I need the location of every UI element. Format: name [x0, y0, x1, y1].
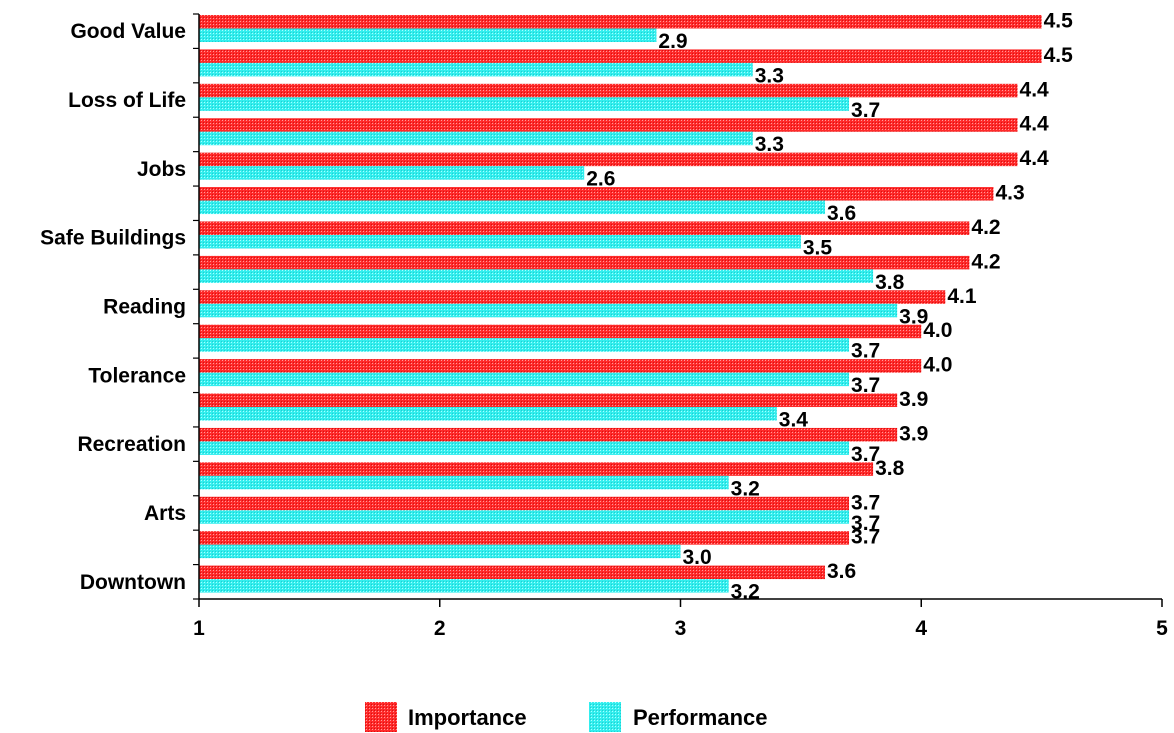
value-labels-layer: 4.5 2.9 4.5 3.3 4.4 3.7 4.4 3.3 4.4 2.6 4.3 3.6 4.2 3… [586, 10, 1073, 604]
importance-value-label-0: 4.5 [1044, 10, 1074, 33]
performance-value-label-1: 3.3 [755, 64, 784, 87]
importance-bar-4 [199, 152, 1018, 167]
importance-bar-7 [199, 255, 970, 270]
importance-value-label-16: 3.6 [827, 560, 856, 583]
importance-value-label-10: 4.0 [923, 354, 952, 377]
importance-value-label-11: 3.9 [899, 388, 928, 411]
performance-value-label-8: 3.9 [899, 305, 928, 328]
importance-value-label-6: 4.2 [971, 216, 1000, 239]
performance-bar-10 [199, 372, 850, 387]
performance-bar-9 [199, 338, 850, 352]
importance-bar-8 [199, 290, 946, 304]
performance-bar-3 [199, 131, 753, 146]
category-label-8: Reading [103, 296, 186, 319]
performance-value-label-4: 2.6 [586, 168, 615, 191]
importance-value-label-3: 4.4 [1020, 113, 1050, 136]
performance-value-label-7: 3.8 [875, 271, 905, 294]
category-label-16: Downtown [80, 571, 186, 594]
category-label-12: Recreation [77, 433, 186, 456]
importance-value-label-4: 4.4 [1020, 147, 1050, 170]
importance-bar-16 [199, 565, 825, 580]
performance-value-label-5: 3.6 [827, 202, 856, 225]
importance-bar-5 [199, 187, 994, 201]
performance-value-label-10: 3.7 [851, 374, 880, 397]
performance-value-label-12: 3.7 [851, 443, 880, 466]
importance-value-label-1: 4.5 [1044, 44, 1074, 67]
importance-bar-15 [199, 531, 850, 545]
axes-layer: Good Value Loss of Life Jobs Safe Buildings… [40, 13, 1168, 640]
importance-bar-2 [199, 83, 1018, 98]
bars-layer [199, 15, 1042, 593]
importance-bar-12 [199, 427, 898, 442]
importance-value-label-9: 4.0 [923, 319, 952, 342]
importance-value-label-2: 4.4 [1020, 78, 1050, 101]
category-label-4: Jobs [137, 158, 186, 181]
importance-legend-label: Importance [408, 705, 527, 730]
x-tick-label-4: 5 [1156, 617, 1168, 640]
performance-legend-swatch [589, 702, 621, 732]
performance-bar-5 [199, 200, 825, 215]
performance-value-label-3: 3.3 [755, 133, 784, 156]
performance-value-label-11: 3.4 [779, 409, 809, 432]
performance-value-label-6: 3.5 [803, 236, 833, 259]
performance-value-label-14: 3.7 [851, 512, 880, 535]
legend: Importance Performance [365, 702, 768, 732]
performance-value-label-15: 3.0 [683, 546, 712, 569]
performance-value-label-2: 3.7 [851, 99, 880, 122]
x-tick-label-1: 2 [434, 617, 446, 640]
importance-value-label-15: 3.7 [851, 526, 880, 549]
performance-bar-7 [199, 269, 874, 283]
importance-bar-11 [199, 393, 898, 408]
performance-bar-13 [199, 475, 729, 490]
performance-bar-16 [199, 579, 729, 593]
x-tick-label-3: 4 [915, 617, 927, 640]
category-label-0: Good Value [70, 20, 186, 43]
importance-legend-swatch [365, 702, 397, 732]
category-label-10: Tolerance [88, 364, 186, 387]
performance-value-label-13: 3.2 [731, 477, 760, 500]
performance-bar-1 [199, 62, 753, 77]
performance-bar-12 [199, 441, 850, 455]
performance-value-label-9: 3.7 [851, 340, 880, 363]
performance-bar-14 [199, 510, 850, 524]
performance-legend-label: Performance [633, 705, 768, 730]
importance-value-label-7: 4.2 [971, 250, 1000, 273]
importance-bar-6 [199, 221, 970, 235]
performance-bar-2 [199, 97, 850, 111]
performance-bar-4 [199, 166, 585, 180]
performance-value-label-0: 2.9 [658, 30, 687, 53]
importance-value-label-14: 3.7 [851, 491, 880, 514]
category-label-6: Safe Buildings [40, 227, 186, 250]
importance-bar-0 [199, 15, 1042, 29]
importance-value-label-8: 4.1 [947, 285, 977, 308]
performance-bar-11 [199, 407, 777, 421]
x-tick-label-0: 1 [193, 617, 205, 640]
importance-value-label-13: 3.8 [875, 457, 905, 480]
performance-bar-0 [199, 28, 657, 42]
importance-bar-10 [199, 359, 922, 373]
performance-value-label-16: 3.2 [731, 581, 760, 604]
importance-bar-13 [199, 462, 874, 476]
performance-bar-6 [199, 234, 801, 249]
category-label-14: Arts [144, 502, 186, 525]
importance-value-label-5: 4.3 [995, 182, 1024, 205]
performance-bar-8 [199, 303, 898, 318]
importance-bar-1 [199, 49, 1042, 63]
importance-bar-3 [199, 118, 1018, 132]
importance-bar-9 [199, 324, 922, 339]
x-tick-label-2: 3 [675, 617, 687, 640]
performance-bar-15 [199, 544, 681, 559]
importance-value-label-12: 3.9 [899, 422, 928, 445]
importance-bar-14 [199, 496, 850, 511]
category-label-2: Loss of Life [68, 89, 186, 112]
